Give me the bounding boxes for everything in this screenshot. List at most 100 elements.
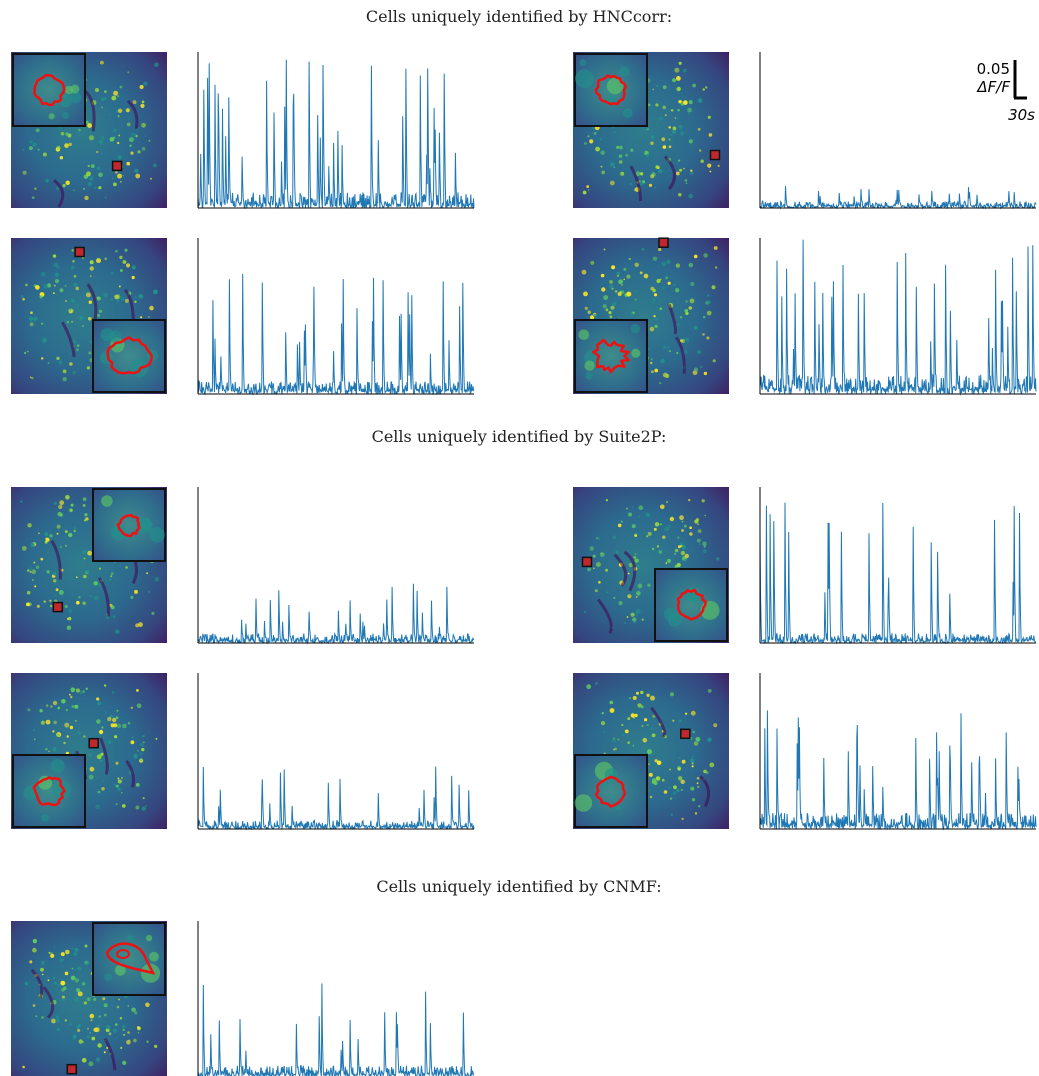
neuron-speck: [47, 979, 50, 982]
neuron-speck: [45, 179, 49, 183]
neuron-speck: [634, 298, 637, 301]
trace-line: [759, 710, 1037, 831]
neuron-speck: [669, 797, 673, 800]
neuron-speck: [148, 316, 150, 318]
neuron-speck: [102, 779, 105, 782]
neuron-speck: [21, 546, 27, 551]
neuron-speck: [648, 183, 653, 187]
neuron-speck: [107, 716, 112, 722]
neuron-speck: [664, 114, 667, 117]
scale-bar-unit: ΔF/F: [976, 78, 1010, 96]
neuron-speck: [680, 550, 686, 556]
neuron-speck: [102, 997, 106, 1001]
neuron-speck: [694, 812, 698, 815]
neuron-speck: [25, 283, 28, 287]
neuron-speck: [64, 285, 67, 287]
neuron-speck: [690, 169, 693, 172]
neuron-speck: [595, 146, 600, 152]
neuron-speck: [711, 285, 716, 290]
neuron-speck: [57, 706, 61, 710]
inset-blob: [114, 964, 126, 976]
inset-blob: [630, 324, 641, 334]
neuron-speck: [42, 152, 47, 157]
neuron-speck: [582, 190, 587, 195]
neuron-speck: [655, 84, 659, 88]
neuron-speck: [119, 85, 123, 89]
neuron-speck: [679, 515, 684, 521]
neuron-speck: [668, 126, 671, 129]
neuron-speck: [699, 149, 702, 152]
neuron-speck: [89, 594, 92, 598]
neuron-speck: [617, 523, 622, 528]
neuron-speck: [86, 366, 90, 370]
neuron-speck: [706, 336, 710, 340]
neuron-speck: [586, 684, 592, 690]
neuron-speck: [647, 749, 652, 755]
neuron-speck: [678, 61, 682, 65]
neuron-speck: [130, 151, 134, 155]
neuron-speck: [646, 693, 650, 697]
trace-line: [197, 983, 475, 1076]
neuron-speck: [137, 749, 139, 752]
neuron-speck: [653, 293, 658, 297]
neuron-speck: [146, 1040, 149, 1043]
neuron-speck: [60, 980, 66, 986]
neuron-speck: [56, 145, 61, 151]
neuron-speck: [609, 284, 614, 289]
neuron-speck: [56, 532, 59, 535]
neuron-speck: [113, 136, 116, 139]
neuron-speck: [123, 1033, 126, 1036]
neuron-speck: [73, 189, 75, 192]
neuron-speck: [681, 529, 684, 532]
neuron-speck: [679, 168, 683, 172]
neuron-speck: [131, 265, 136, 270]
neuron-speck: [636, 691, 639, 695]
neuron-speck: [134, 296, 137, 299]
neuron-speck: [134, 1011, 138, 1015]
neuron-speck: [59, 500, 65, 506]
activity-trace: [197, 921, 475, 1076]
neuron-speck: [73, 275, 77, 278]
neuron-speck: [29, 316, 34, 322]
neuron-speck: [635, 608, 641, 614]
vessel: [629, 165, 643, 202]
cell-panel-suite2p-2: [573, 487, 1037, 645]
neuron-speck: [691, 798, 696, 802]
neuron-speck: [650, 141, 654, 145]
neuron-speck: [70, 695, 73, 699]
neuron-speck: [110, 298, 114, 301]
neuron-speck: [678, 124, 683, 129]
neuron-speck: [83, 1001, 88, 1005]
neuron-speck: [608, 311, 612, 315]
neuron-speck: [613, 748, 615, 751]
inset-blob: [575, 69, 594, 88]
neuron-speck: [587, 567, 591, 572]
neuron-speck: [122, 723, 127, 729]
neuron-speck: [647, 103, 651, 107]
neuron-speck: [669, 692, 675, 697]
neuron-speck: [114, 735, 118, 739]
neuron-speck: [703, 769, 707, 774]
neuron-speck: [74, 947, 79, 952]
neuron-speck: [95, 804, 100, 810]
neuron-speck: [89, 1032, 92, 1034]
neuron-speck: [691, 755, 694, 758]
neuron-speck: [27, 523, 32, 528]
activity-trace: [197, 487, 475, 645]
neuron-speck: [76, 344, 80, 347]
neuron-speck: [665, 373, 670, 378]
neuron-speck: [115, 803, 118, 806]
neuron-speck: [88, 753, 92, 757]
neuron-speck: [97, 1024, 100, 1028]
neuron-speck: [31, 376, 34, 380]
cell-panel-suite2p-4: [573, 673, 1037, 831]
neuron-speck: [684, 309, 689, 313]
neuron-speck: [134, 300, 137, 303]
neuron-speck: [40, 960, 46, 966]
neuron-speck: [70, 503, 74, 507]
neuron-speck: [71, 947, 74, 950]
neuron-speck: [61, 997, 66, 1002]
neuron-speck: [52, 747, 57, 752]
neuron-speck: [122, 1060, 127, 1065]
trace-line: [197, 766, 475, 831]
